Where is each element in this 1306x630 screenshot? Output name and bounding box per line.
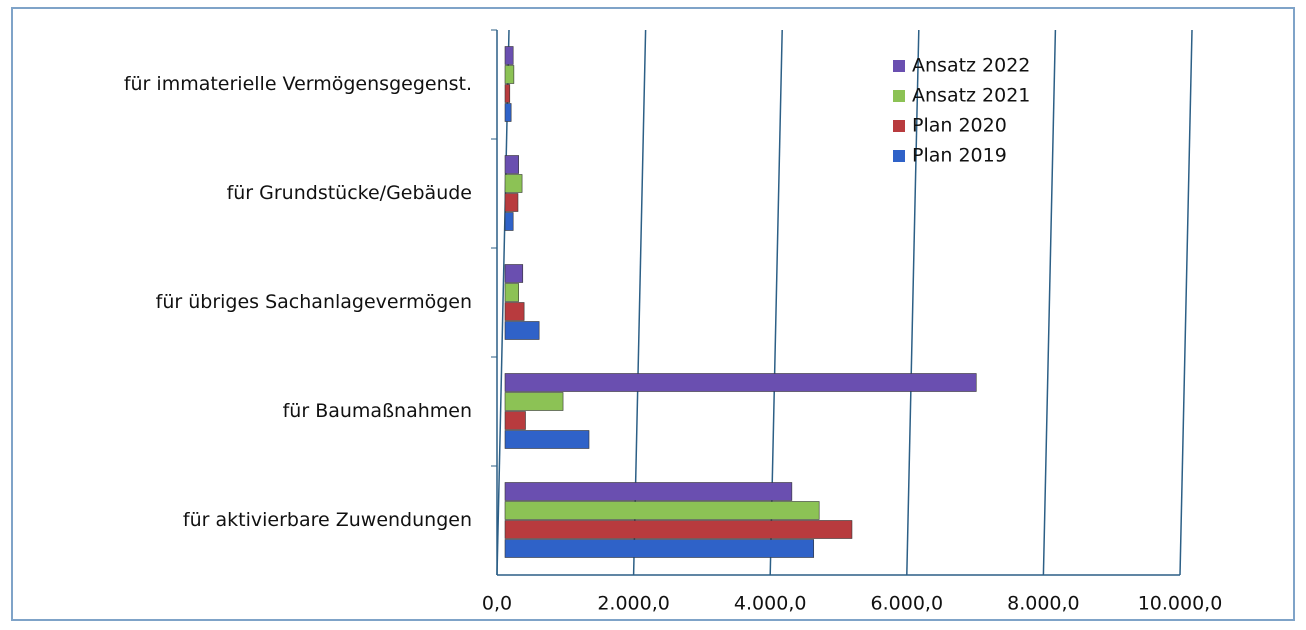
- x-tick-label: 6.000,0: [871, 593, 944, 615]
- grid-line: [906, 29, 920, 576]
- bar: [504, 482, 793, 501]
- bar: [504, 155, 519, 174]
- y-tick-label: für aktivierbare Zuwendungen: [183, 509, 472, 531]
- x-tick-label: 10.000,0: [1138, 593, 1223, 615]
- bar: [504, 103, 512, 122]
- x-tick-label: 8.000,0: [1007, 593, 1080, 615]
- bar: [504, 321, 540, 340]
- legend-label: Plan 2020: [912, 115, 1007, 137]
- legend-label: Ansatz 2021: [912, 85, 1030, 107]
- chart-frame: [11, 7, 1295, 621]
- bar: [504, 212, 514, 231]
- y-tick-label: für Grundstücke/Gebäude: [227, 182, 472, 204]
- bar: [504, 65, 515, 84]
- bar: [504, 283, 519, 302]
- legend-label: Plan 2019: [912, 145, 1007, 167]
- bar: [504, 430, 590, 449]
- bar: [504, 411, 526, 430]
- bar: [504, 302, 525, 321]
- bar: [504, 392, 564, 411]
- bar: [504, 84, 511, 103]
- legend-swatch: [893, 60, 905, 72]
- bar: [504, 501, 820, 520]
- bar: [504, 174, 523, 193]
- bar: [504, 539, 815, 558]
- bar: [504, 373, 977, 392]
- legend-swatch: [893, 90, 905, 102]
- grid-line: [1042, 29, 1057, 576]
- y-tick-label: für übriges Sachanlagevermögen: [156, 291, 472, 313]
- bar: [504, 520, 853, 539]
- x-tick-label: 4.000,0: [734, 593, 807, 615]
- y-tick-label: für immaterielle Vermögensgegenst.: [124, 73, 472, 95]
- bar: [504, 46, 514, 65]
- bar: [504, 193, 519, 212]
- y-tick-label: für Baumaßnahmen: [283, 400, 472, 422]
- x-tick-label: 0,0: [482, 593, 512, 615]
- grid-line: [1179, 29, 1193, 576]
- legend-label: Ansatz 2022: [912, 55, 1030, 77]
- legend-swatch: [893, 150, 905, 162]
- bar: [504, 264, 524, 283]
- legend-swatch: [893, 120, 905, 132]
- x-tick-label: 2.000,0: [597, 593, 670, 615]
